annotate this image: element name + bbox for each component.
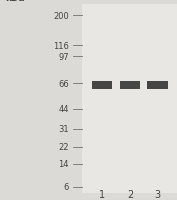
Text: 2: 2 [127, 189, 133, 199]
Text: 22: 22 [59, 143, 69, 151]
Text: 1: 1 [99, 189, 105, 199]
Text: 44: 44 [59, 105, 69, 113]
Text: 31: 31 [58, 125, 69, 133]
Text: 14: 14 [59, 160, 69, 168]
Text: 97: 97 [58, 53, 69, 61]
Text: 3: 3 [155, 189, 161, 199]
Bar [82, 5, 177, 193]
Text: 200: 200 [53, 12, 69, 20]
Text: kDa: kDa [5, 0, 25, 3]
Bar [92, 81, 112, 90]
Text: 66: 66 [58, 80, 69, 88]
Bar [120, 81, 140, 90]
Text: 116: 116 [53, 42, 69, 50]
Bar [147, 81, 168, 90]
Text: 6: 6 [64, 183, 69, 191]
